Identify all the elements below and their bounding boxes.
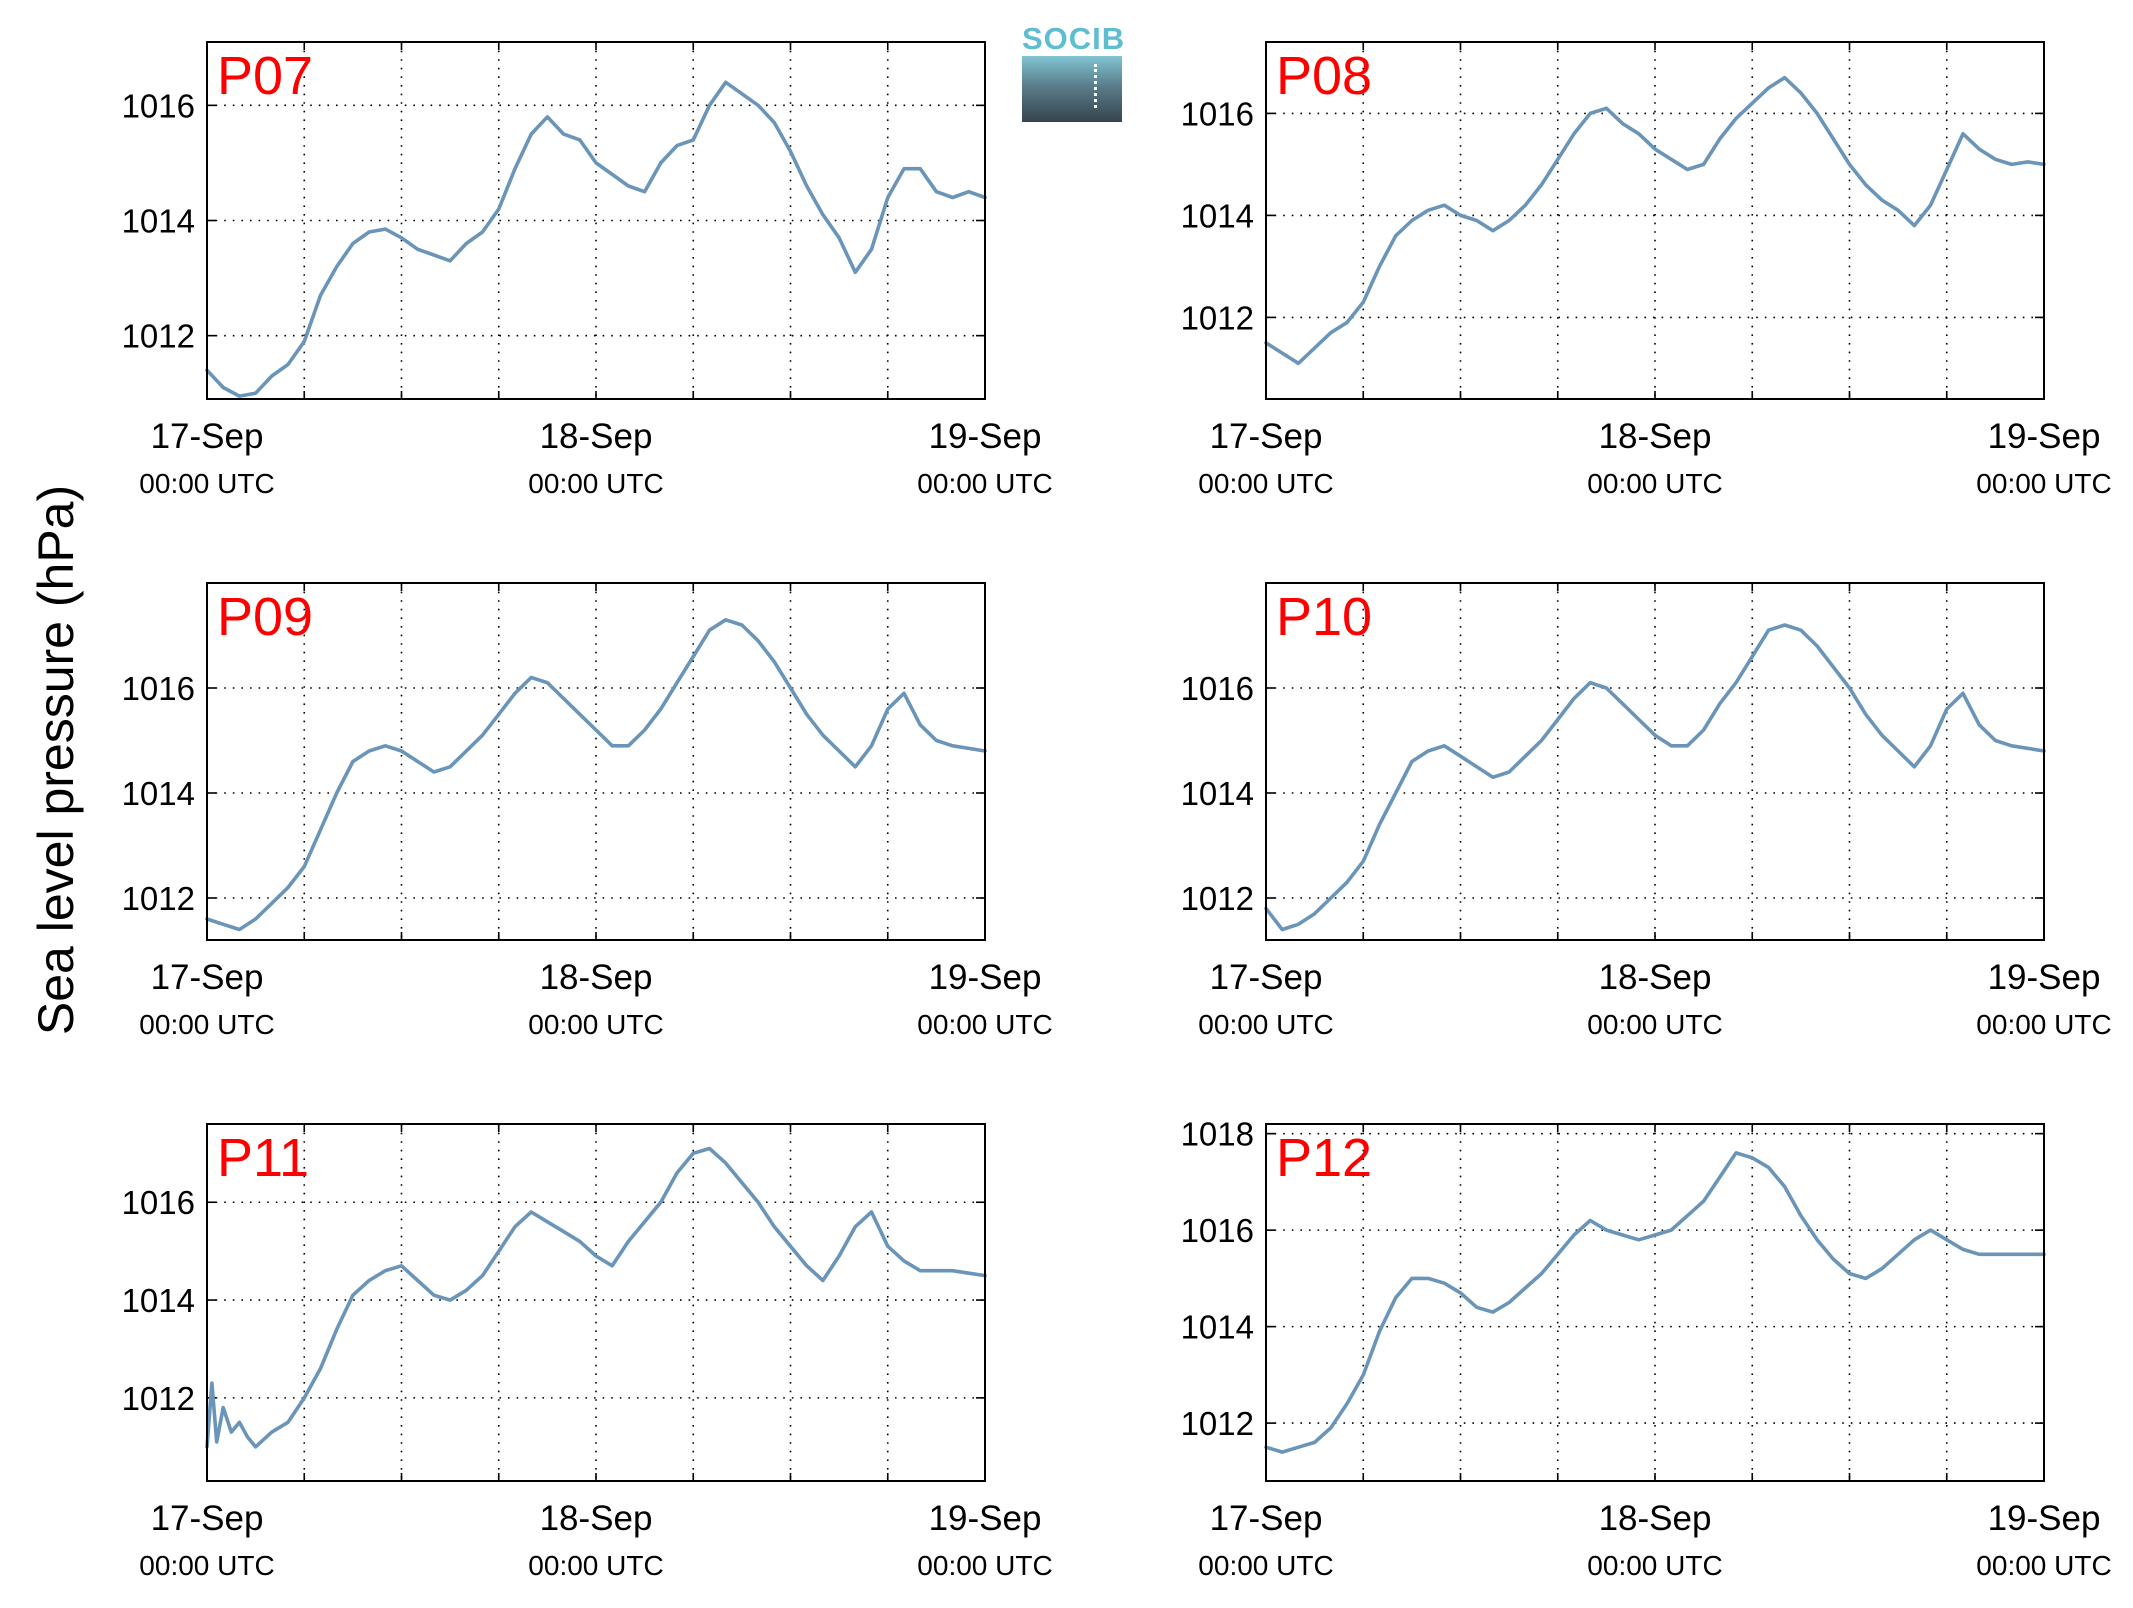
- y-tick-label: 1012: [122, 880, 195, 917]
- x-tick-label-day: 17-Sep: [1210, 417, 1323, 456]
- plot-area: [207, 42, 985, 399]
- x-tick-label-day: 19-Sep: [929, 1499, 1042, 1538]
- x-tick-label-day: 18-Sep: [1599, 958, 1712, 997]
- x-tick-label-time: 00:00 UTC: [917, 1550, 1052, 1581]
- x-tick-label-day: 18-Sep: [540, 417, 653, 456]
- y-tick-label: 1014: [122, 203, 195, 240]
- chart-panel-p08: 1012 1014 1016 P08 17-Sep 00:00 UTC 18-Sep 00:0…: [1181, 41, 2112, 499]
- x-tick-label-time: 00:00 UTC: [1198, 1009, 1333, 1040]
- y-tick-label: 1016: [1181, 95, 1254, 132]
- y-tick-label: 1016: [1181, 1212, 1254, 1249]
- logo-graphic: [1022, 56, 1122, 122]
- x-tick-label-time: 00:00 UTC: [528, 468, 663, 499]
- series-line-p08: [1264, 75, 2046, 366]
- panel-title: P09: [217, 587, 313, 647]
- series-line-p10: [1264, 623, 2046, 932]
- plot-area: [207, 1124, 985, 1481]
- x-tick-label-time: 00:00 UTC: [917, 1009, 1052, 1040]
- panel-title: P07: [217, 46, 313, 106]
- plot-area: [1266, 42, 2044, 399]
- y-tick-label: 1016: [122, 670, 195, 707]
- x-tick-label-day: 18-Sep: [1599, 417, 1712, 456]
- plot-frame: [206, 1123, 986, 1482]
- x-tick-label-day: 19-Sep: [1988, 1499, 2101, 1538]
- x-tick-label-day: 18-Sep: [540, 958, 653, 997]
- x-tick-label-time: 00:00 UTC: [917, 468, 1052, 499]
- x-tick-label-time: 00:00 UTC: [1976, 468, 2111, 499]
- y-tick-label: 1014: [122, 1282, 195, 1319]
- y-tick-label: 1012: [122, 318, 195, 355]
- socib-logo: SOCIB: [1022, 21, 1126, 122]
- x-tick-label-time: 00:00 UTC: [528, 1550, 663, 1581]
- plot-area: [1266, 1124, 2044, 1481]
- x-tick-label-time: 00:00 UTC: [1198, 468, 1333, 499]
- x-tick-label-day: 19-Sep: [929, 958, 1042, 997]
- panel-title: P10: [1276, 587, 1372, 647]
- plot-frame: [206, 582, 986, 941]
- chart-panel-p09: 1012 1014 1016 P09 17-Sep 00:00 UTC 18-Sep 00:0…: [122, 582, 1053, 1040]
- x-tick-label-day: 17-Sep: [1210, 1499, 1323, 1538]
- x-tick-label-day: 18-Sep: [540, 1499, 653, 1538]
- panel-title: P12: [1276, 1128, 1372, 1188]
- plot-frame: [206, 41, 986, 400]
- plot-frame: [1265, 582, 2045, 941]
- x-tick-label-time: 00:00 UTC: [139, 1550, 274, 1581]
- chart-panel-p12: 1012 1014 1016 1018 P12 17-Sep 00:00 UTC 18-Sep…: [1181, 1116, 2112, 1581]
- plot-area: [207, 583, 985, 940]
- plot-area: [1266, 583, 2044, 940]
- x-tick-label-time: 00:00 UTC: [1587, 1009, 1722, 1040]
- y-tick-label: 1014: [122, 775, 195, 812]
- y-tick-label: 1012: [1181, 1405, 1254, 1442]
- plot-frame: [1265, 41, 2045, 400]
- x-tick-label-day: 17-Sep: [151, 1499, 264, 1538]
- x-tick-label-time: 00:00 UTC: [1587, 1550, 1722, 1581]
- x-tick-label-time: 00:00 UTC: [1976, 1550, 2111, 1581]
- logo-dotted-line: [1094, 64, 1097, 108]
- chart-panel-p07: 1012 1014 1016 P07 17-Sep 00:00 UTC 18-Sep 00:0…: [122, 41, 1053, 499]
- series-line-p12: [1264, 1151, 2046, 1454]
- series-line-p07: [205, 80, 987, 398]
- x-tick-label-day: 17-Sep: [151, 417, 264, 456]
- x-tick-label-day: 19-Sep: [1988, 958, 2101, 997]
- y-tick-label: 1016: [122, 87, 195, 124]
- x-tick-label-day: 19-Sep: [929, 417, 1042, 456]
- chart-panel-p10: 1012 1014 1016 P10 17-Sep 00:00 UTC 18-Sep 00:0…: [1181, 582, 2112, 1040]
- panel-title: P08: [1276, 46, 1372, 106]
- panel-title: P11: [217, 1128, 309, 1188]
- y-tick-label: 1016: [122, 1184, 195, 1221]
- y-tick-label: 1012: [122, 1380, 195, 1417]
- x-tick-label-day: 17-Sep: [151, 958, 264, 997]
- x-tick-label-day: 18-Sep: [1599, 1499, 1712, 1538]
- y-tick-label: 1016: [1181, 670, 1254, 707]
- y-tick-label: 1012: [1181, 299, 1254, 336]
- x-tick-label-time: 00:00 UTC: [1587, 468, 1722, 499]
- x-tick-label-day: 17-Sep: [1210, 958, 1323, 997]
- series-line-p09: [205, 617, 987, 932]
- x-tick-label-time: 00:00 UTC: [139, 1009, 274, 1040]
- x-tick-label-time: 00:00 UTC: [528, 1009, 663, 1040]
- x-tick-label-time: 00:00 UTC: [1198, 1550, 1333, 1581]
- y-tick-label: 1018: [1181, 1116, 1254, 1153]
- chart-panel-p11: 1012 1014 1016 P11 17-Sep 00:00 UTC 18-Sep 00:0…: [122, 1123, 1053, 1581]
- y-tick-label: 1014: [1181, 775, 1254, 812]
- y-tick-label: 1012: [1181, 880, 1254, 917]
- plot-frame: [1265, 1123, 2045, 1482]
- y-tick-label: 1014: [1181, 197, 1254, 234]
- logo-text: SOCIB: [1022, 21, 1126, 56]
- x-tick-label-time: 00:00 UTC: [139, 468, 274, 499]
- series-line-p11: [205, 1146, 987, 1449]
- x-tick-label-day: 19-Sep: [1988, 417, 2101, 456]
- y-tick-label: 1014: [1181, 1309, 1254, 1346]
- x-tick-label-time: 00:00 UTC: [1976, 1009, 2111, 1040]
